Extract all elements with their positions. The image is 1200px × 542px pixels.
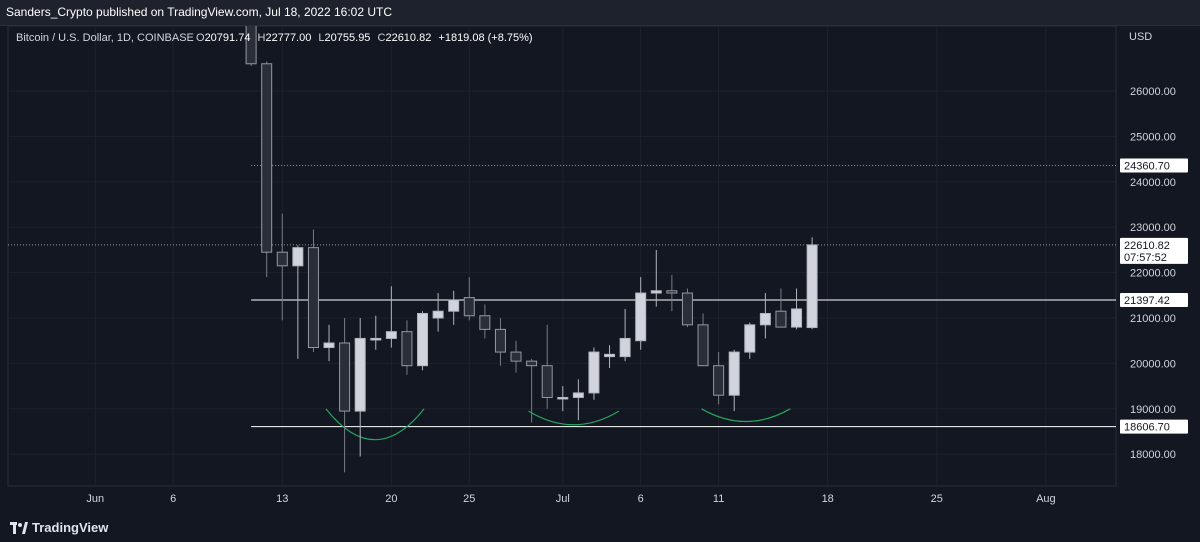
price-level-box: [1120, 237, 1188, 264]
candle-body: [292, 247, 304, 267]
plot-frame: [7, 25, 1117, 487]
ohlc-legend: Bitcoin / U.S. Dollar, 1D, COINBASE O207…: [16, 32, 533, 44]
candle-body: [354, 337, 366, 412]
y-tick-label: 23000.00: [1130, 222, 1176, 234]
candle-body: [541, 365, 553, 398]
x-tick-label: 25: [463, 493, 475, 505]
footer: TradingView: [0, 516, 1200, 542]
y-tick-label: 26000.00: [1130, 86, 1176, 98]
tradingview-logo[interactable]: TradingView: [10, 520, 108, 535]
currency-label: USD: [1129, 31, 1152, 43]
price-level-label: 18606.70: [1124, 422, 1170, 434]
candle-body: [526, 360, 538, 367]
candles: [245, 9, 818, 473]
candle-body: [276, 251, 288, 267]
candle-body: [261, 63, 273, 253]
legend-low-label: L: [318, 32, 324, 44]
rounded-bottom-arc: [701, 408, 791, 423]
legend-open-value: 20791.74: [205, 32, 251, 44]
candle-body: [463, 297, 475, 317]
candle-body: [401, 331, 413, 367]
chart-svg[interactable]: 18000.00 19000.00 20000.00 21000.00 22000.00…: [0, 9, 1200, 516]
horizontal-lines: [8, 164, 1116, 428]
publisher-text: Sanders_Crypto published on TradingView.…: [6, 5, 393, 19]
y-tick-label: 25000.00: [1130, 131, 1176, 143]
legend-close-value: 22610.82: [385, 32, 431, 44]
tradingview-logo-icon: [10, 521, 28, 534]
x-tick-label: 25: [931, 493, 943, 505]
candle-body: [417, 312, 429, 367]
x-tick-label: Jun: [86, 493, 104, 505]
candle-body: [588, 351, 600, 394]
rounded-bottom-arcs: [325, 408, 791, 441]
candle-body: [713, 365, 725, 396]
candle-body: [806, 244, 818, 329]
candle-body: [307, 247, 319, 349]
candle-body: [666, 290, 678, 294]
candle-body: [744, 324, 756, 353]
candle-body: [494, 328, 506, 353]
price-chart[interactable]: 18000.00 19000.00 20000.00 21000.00 22000.00…: [0, 9, 1200, 516]
price-level-label: 24360.70: [1124, 160, 1170, 172]
candle-body: [604, 353, 616, 358]
price-level-label: 21397.42: [1124, 295, 1170, 307]
candle-body: [510, 351, 522, 362]
candle-body: [650, 290, 662, 294]
legend-change: +1819.08 (+8.75%): [438, 32, 532, 44]
legend-close-label: C: [378, 32, 386, 44]
candle-body: [681, 292, 693, 326]
x-tick-label: 13: [276, 493, 288, 505]
candle-body: [323, 342, 335, 349]
candle-body: [728, 351, 740, 396]
candle-body: [448, 299, 460, 312]
legend-low-value: 20755.95: [325, 32, 371, 44]
candle-body: [385, 331, 397, 339]
price-level-box: [1120, 292, 1188, 307]
y-tick-label: 22000.00: [1130, 268, 1176, 280]
candle-body: [572, 392, 584, 398]
x-tick-label: Jul: [556, 493, 570, 505]
candle-body: [635, 292, 647, 342]
y-tick-label: 19000.00: [1130, 404, 1176, 416]
candle-body: [557, 396, 569, 400]
candle-body: [759, 312, 771, 326]
candle-body: [370, 337, 382, 341]
legend-ohlc: O20791.74 H22777.00 L20755.95 C22610.82 …: [196, 32, 533, 44]
x-tick-label: 18: [822, 493, 834, 505]
candle-body: [339, 342, 351, 412]
grid-lines: [7, 25, 1117, 487]
y-tick-label: 21000.00: [1130, 313, 1176, 325]
y-tick-label: 20000.00: [1130, 358, 1176, 370]
candle-body: [479, 315, 491, 330]
legend-symbol: Bitcoin / U.S. Dollar, 1D, COINBASE: [16, 32, 194, 44]
candle-body: [432, 310, 444, 319]
x-tick-label: Aug: [1036, 493, 1056, 505]
rounded-bottom-arc: [528, 410, 620, 426]
candle-body: [619, 337, 631, 358]
candle-body: [775, 310, 787, 328]
legend-high-value: 22777.00: [265, 32, 311, 44]
price-level-box: [1120, 419, 1188, 434]
price-level-box: [1120, 158, 1188, 173]
candle-body: [791, 308, 803, 328]
axes: 18000.00 19000.00 20000.00 21000.00 22000.00…: [86, 86, 1188, 505]
x-tick-label: 20: [385, 493, 397, 505]
legend-high-label: H: [258, 32, 266, 44]
countdown-label: 07:57:52: [1124, 252, 1167, 264]
candle-body: [697, 324, 709, 367]
price-level-label: 22610.82: [1124, 240, 1170, 252]
rounded-bottom-arc: [325, 408, 425, 441]
tradingview-brand: TradingView: [32, 520, 109, 535]
x-tick-label: 6: [170, 493, 176, 505]
y-tick-label: 24000.00: [1130, 177, 1176, 189]
x-tick-label: 6: [638, 493, 644, 505]
legend-open-label: O: [196, 32, 205, 44]
publisher-bar: Sanders_Crypto published on TradingView.…: [0, 0, 1200, 26]
y-tick-label: 18000.00: [1130, 449, 1176, 461]
x-tick-label: 11: [713, 493, 724, 505]
